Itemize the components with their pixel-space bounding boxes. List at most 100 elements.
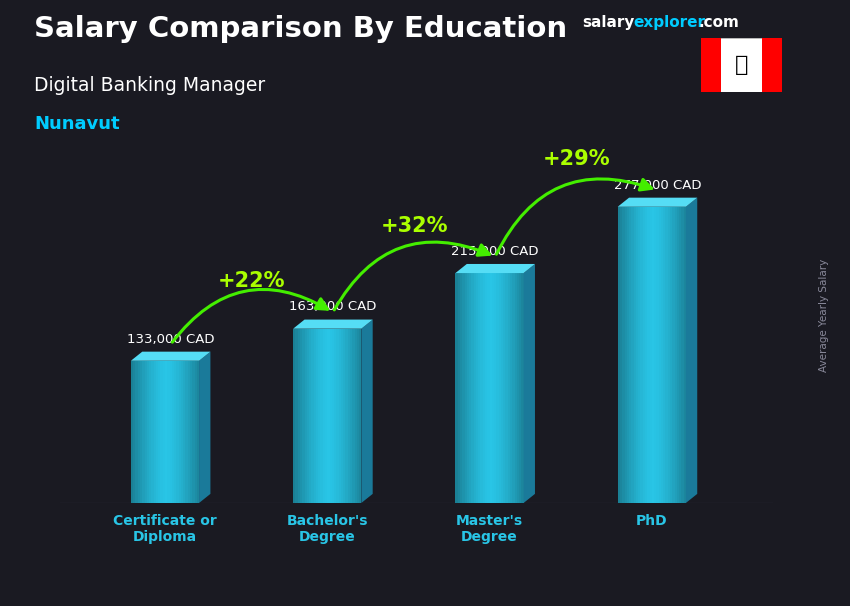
Bar [337, 328, 338, 503]
Bar [670, 207, 672, 503]
Text: Nunavut: Nunavut [34, 115, 120, 133]
Bar [647, 207, 649, 503]
Text: .com: .com [699, 15, 740, 30]
Bar [472, 273, 473, 503]
Polygon shape [524, 264, 535, 503]
Bar [652, 207, 654, 503]
Bar [483, 273, 485, 503]
Bar [325, 328, 327, 503]
Bar [318, 328, 320, 503]
Text: Digital Banking Manager: Digital Banking Manager [34, 76, 265, 95]
Polygon shape [199, 351, 211, 503]
Bar [345, 328, 348, 503]
Bar [656, 207, 659, 503]
Bar [320, 328, 323, 503]
Bar [462, 273, 465, 503]
Bar [677, 207, 679, 503]
Bar [142, 361, 145, 503]
Bar [659, 207, 661, 503]
Bar [332, 328, 334, 503]
Bar [636, 207, 638, 503]
Bar [156, 361, 158, 503]
Bar [633, 207, 636, 503]
Bar [672, 207, 675, 503]
Bar [154, 361, 156, 503]
Bar [309, 328, 311, 503]
Bar [341, 328, 343, 503]
Bar [192, 361, 195, 503]
Bar [359, 328, 361, 503]
Bar [135, 361, 138, 503]
Polygon shape [293, 319, 372, 328]
Bar [330, 328, 332, 503]
Bar [622, 207, 625, 503]
Bar [479, 273, 480, 503]
Bar [682, 207, 683, 503]
Bar [334, 328, 337, 503]
Bar [185, 361, 188, 503]
Bar [638, 207, 640, 503]
Text: salary: salary [582, 15, 635, 30]
Bar [666, 207, 668, 503]
Bar [296, 328, 297, 503]
Text: +22%: +22% [218, 271, 286, 291]
Bar [195, 361, 197, 503]
Bar [172, 361, 174, 503]
Bar [161, 361, 162, 503]
Bar [507, 273, 510, 503]
Bar [162, 361, 165, 503]
Bar [521, 273, 524, 503]
Bar [668, 207, 670, 503]
Bar [338, 328, 341, 503]
Bar [144, 361, 147, 503]
Bar [701, 38, 722, 92]
Bar [149, 361, 151, 503]
Bar [649, 207, 652, 503]
Bar [158, 361, 161, 503]
Polygon shape [686, 198, 697, 503]
Bar [467, 273, 469, 503]
Bar [480, 273, 483, 503]
Bar [311, 328, 314, 503]
Bar [293, 328, 296, 503]
Bar [494, 273, 496, 503]
Bar [151, 361, 154, 503]
Bar [138, 361, 140, 503]
Bar [517, 273, 519, 503]
Bar [343, 328, 345, 503]
Bar [348, 328, 350, 503]
Bar [303, 328, 304, 503]
Bar [460, 273, 462, 503]
Text: +32%: +32% [380, 216, 448, 236]
Bar [519, 273, 521, 503]
Bar [632, 207, 633, 503]
Bar [352, 328, 354, 503]
Bar [131, 361, 133, 503]
Bar [457, 273, 460, 503]
Polygon shape [361, 319, 372, 503]
Text: 🍁: 🍁 [735, 55, 748, 75]
Bar [514, 273, 517, 503]
Bar [506, 273, 507, 503]
Bar [473, 273, 476, 503]
Bar [167, 361, 169, 503]
Bar [314, 328, 316, 503]
Bar [323, 328, 325, 503]
Bar [675, 207, 677, 503]
Text: 163,000 CAD: 163,000 CAD [289, 301, 377, 313]
Text: Average Yearly Salary: Average Yearly Salary [819, 259, 829, 371]
Bar [140, 361, 142, 503]
Bar [476, 273, 479, 503]
Bar [300, 328, 303, 503]
Bar [629, 207, 632, 503]
Bar [643, 207, 645, 503]
Bar [190, 361, 192, 503]
Bar [174, 361, 176, 503]
Bar [456, 273, 457, 503]
Bar [327, 328, 330, 503]
Bar [357, 328, 359, 503]
Bar [654, 207, 656, 503]
Bar [762, 38, 782, 92]
Bar [176, 361, 178, 503]
Bar [183, 361, 185, 503]
